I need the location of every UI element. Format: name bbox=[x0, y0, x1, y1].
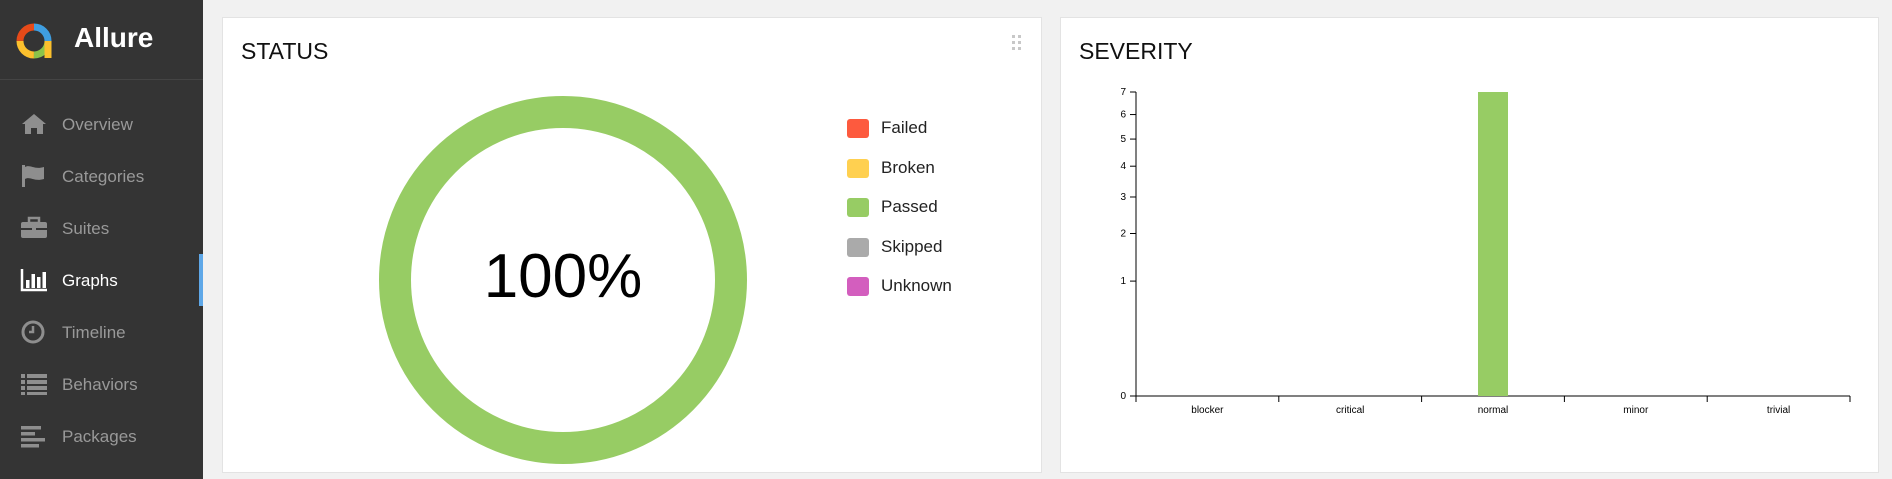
y-tick-label: 7 bbox=[1120, 87, 1126, 98]
severity-bar-chart: 0 1 2 3 4 5 6 7 blocker critical normal minor trivia… bbox=[1120, 87, 1851, 416]
donut-slice-passed[interactable] bbox=[379, 96, 747, 464]
sidebar-item-timeline[interactable]: Timeline bbox=[0, 306, 203, 358]
home-icon bbox=[22, 114, 46, 134]
legend-swatch bbox=[847, 198, 869, 217]
drag-handle-icon[interactable] bbox=[1011, 34, 1027, 52]
list-icon bbox=[21, 374, 47, 395]
sidebar-item-packages[interactable]: Packages bbox=[0, 410, 203, 462]
sidebar-item-label: Categories bbox=[62, 167, 145, 186]
y-tick-label: 4 bbox=[1120, 161, 1126, 172]
legend-label: Unknown bbox=[881, 276, 952, 295]
x-tick-label-minor: minor bbox=[1623, 405, 1649, 416]
bar-normal[interactable] bbox=[1478, 92, 1508, 396]
sidebar-nav: Overview Categories Suites bbox=[0, 98, 203, 462]
y-tick-label: 5 bbox=[1120, 134, 1126, 145]
severity-widget: SEVERITY 0 1 2 3 4 5 6 7 blocker critical normal mi… bbox=[1060, 17, 1879, 473]
y-tick-label: 2 bbox=[1120, 229, 1126, 240]
brand-header[interactable]: Allure bbox=[0, 0, 203, 80]
flag-icon bbox=[22, 165, 44, 187]
sidebar-item-label: Timeline bbox=[62, 323, 126, 342]
severity-widget-title: SEVERITY bbox=[1079, 38, 1193, 64]
sidebar-item-graphs[interactable]: Graphs bbox=[0, 254, 203, 306]
sidebar-item-label: Packages bbox=[62, 427, 137, 446]
x-tick-label-critical: critical bbox=[1336, 405, 1364, 416]
sidebar-item-suites[interactable]: Suites bbox=[0, 202, 203, 254]
align-left-icon bbox=[21, 426, 45, 448]
x-tick-label-normal: normal bbox=[1478, 405, 1509, 416]
legend-swatch bbox=[847, 119, 869, 138]
legend-label: Broken bbox=[881, 157, 935, 177]
sidebar-item-label: Graphs bbox=[62, 271, 118, 290]
sidebar-item-overview[interactable]: Overview bbox=[0, 98, 203, 150]
x-tick-label-trivial: trivial bbox=[1767, 405, 1790, 416]
status-donut-chart: 100% bbox=[379, 96, 747, 464]
app-name: Allure bbox=[74, 22, 154, 53]
status-center-label: 100% bbox=[484, 242, 643, 311]
status-widget: STATUS 100% Failed Broken Passed Skipped bbox=[222, 17, 1042, 473]
legend-label: Passed bbox=[881, 197, 938, 216]
allure-logo-icon bbox=[16, 23, 52, 59]
y-tick-label: 6 bbox=[1120, 110, 1126, 121]
sidebar-item-behaviors[interactable]: Behaviors bbox=[0, 358, 203, 410]
y-tick-label: 3 bbox=[1120, 192, 1126, 203]
sidebar: Allure Overview Categories Suites bbox=[0, 0, 203, 479]
clock-icon bbox=[21, 320, 45, 344]
sidebar-item-categories[interactable]: Categories bbox=[0, 150, 203, 202]
sidebar-item-label: Overview bbox=[62, 115, 133, 134]
x-tick-label-blocker: blocker bbox=[1191, 405, 1224, 416]
bar-chart-icon bbox=[20, 269, 47, 292]
legend-label: Failed bbox=[881, 118, 928, 137]
legend-swatch bbox=[847, 277, 869, 296]
legend-swatch bbox=[847, 237, 869, 257]
sidebar-item-label: Behaviors bbox=[62, 375, 138, 394]
sidebar-item-label: Suites bbox=[62, 219, 110, 238]
status-widget-title: STATUS bbox=[241, 38, 329, 64]
briefcase-icon bbox=[21, 216, 47, 238]
y-tick-label: 1 bbox=[1120, 276, 1126, 287]
legend-swatch bbox=[847, 158, 869, 178]
legend-label: Skipped bbox=[881, 236, 943, 256]
y-tick-label: 0 bbox=[1120, 391, 1126, 402]
